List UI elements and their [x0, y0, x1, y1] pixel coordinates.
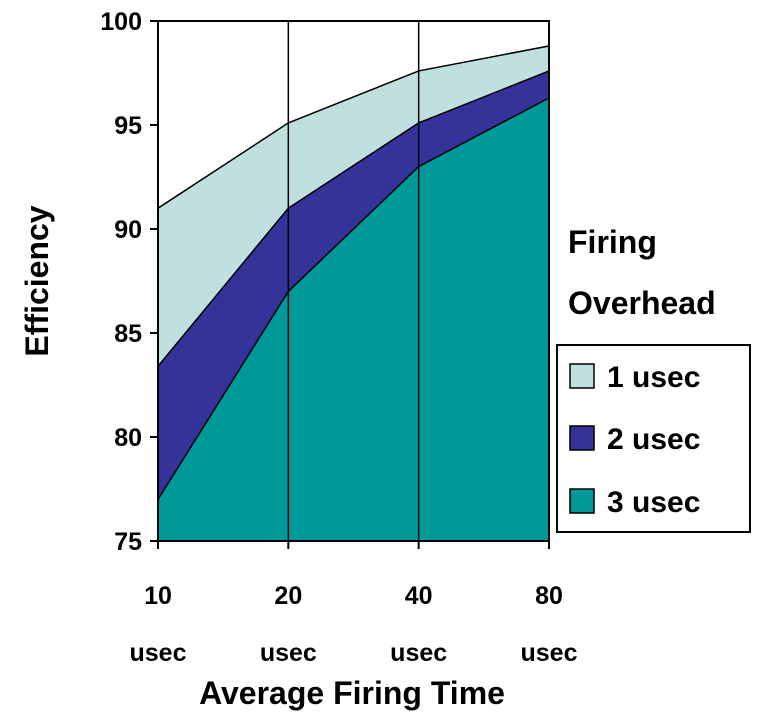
y-tick-label: 90 — [114, 216, 142, 244]
legend: Firing Overhead 1 usec 2 usec 3 usec — [556, 224, 751, 533]
x-tick-label: 40 — [405, 582, 433, 610]
y-axis-title: Efficiency — [19, 205, 55, 356]
legend-label: 2 usec — [607, 423, 700, 456]
x-tick-label: usec — [130, 639, 187, 667]
plot-border — [157, 20, 550, 542]
legend-swatch — [569, 488, 595, 514]
legend-swatch — [569, 425, 595, 451]
y-tick-label: 100 — [100, 8, 142, 36]
x-tick-label: usec — [260, 639, 317, 667]
y-tick-label: 75 — [114, 528, 142, 556]
area-series-group — [157, 45, 550, 542]
gridlines — [287, 21, 420, 541]
x-tick-label: 80 — [535, 582, 563, 610]
legend-title-line-2: Overhead — [568, 285, 716, 321]
x-tick-label: 10 — [144, 582, 172, 610]
y-tick-label: 95 — [114, 112, 142, 140]
y-axis: 75 80 85 90 95 100 — [100, 8, 158, 556]
legend-label: 3 usec — [607, 486, 700, 519]
legend-label: 1 usec — [607, 361, 700, 394]
y-tick-label: 85 — [114, 320, 142, 348]
x-tick-label: usec — [390, 639, 447, 667]
x-tick-label: usec — [521, 639, 578, 667]
legend-items: 1 usec 2 usec 3 usec — [569, 361, 700, 519]
x-axis: 10 usec 20 usec 40 usec 80 usec — [130, 541, 578, 667]
x-axis-title: Average Firing Time — [199, 675, 505, 711]
legend-title-line-1: Firing — [568, 224, 657, 260]
x-tick-label: 20 — [274, 582, 302, 610]
legend-swatch — [569, 363, 595, 389]
y-tick-label: 80 — [114, 424, 142, 452]
